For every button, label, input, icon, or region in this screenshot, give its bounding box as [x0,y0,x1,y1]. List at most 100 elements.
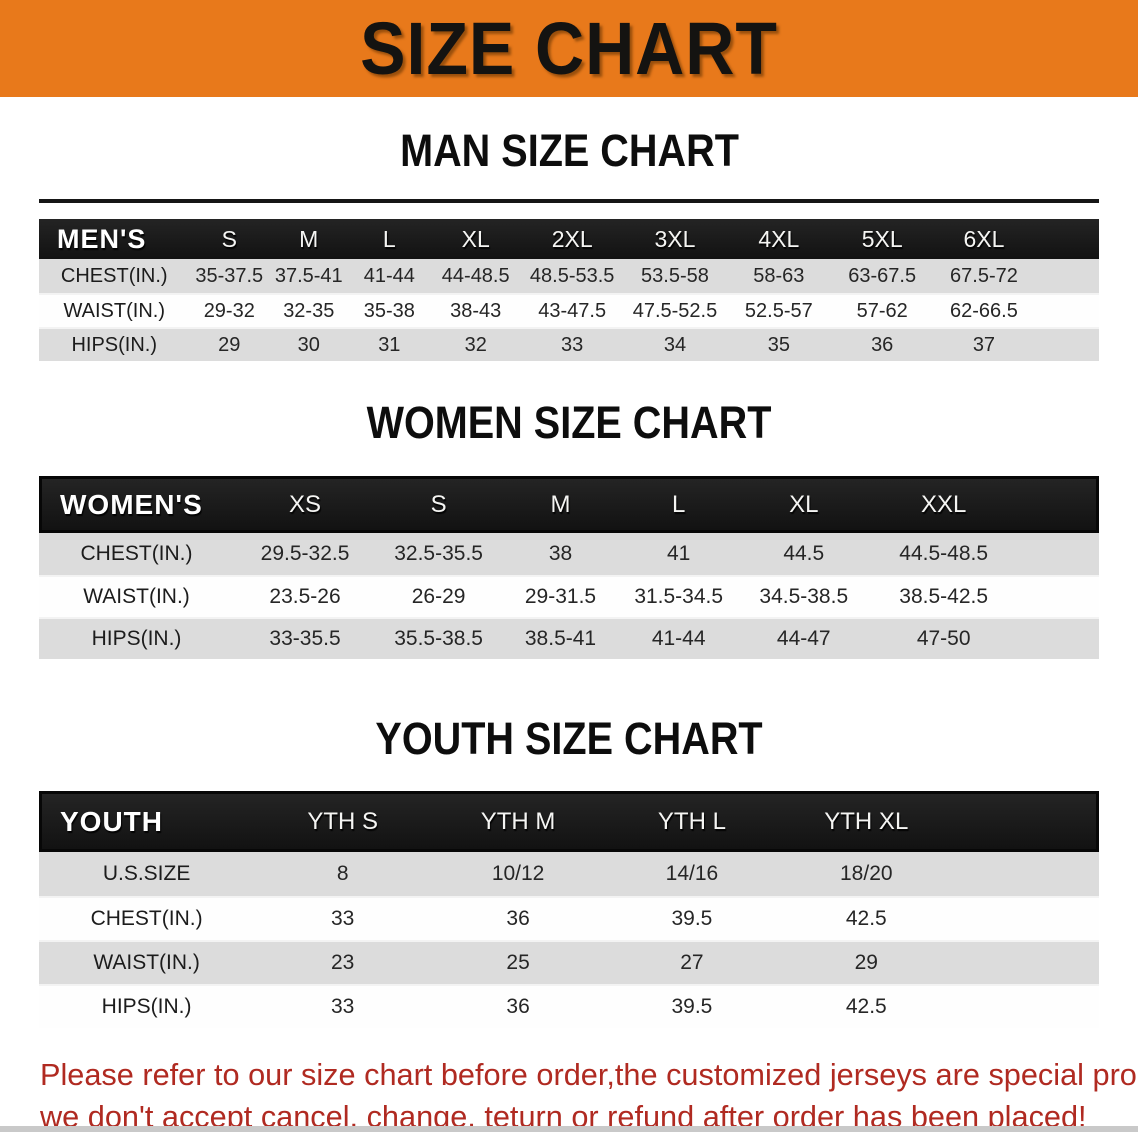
table-header-row: YOUTH YTH S YTH M YTH L YTH XL [39,791,1099,852]
size-cell: 31 [348,327,431,361]
size-cell: 35.5-38.5 [376,617,502,659]
size-cell: 41-44 [348,259,431,293]
size-cell: 44-48.5 [430,259,522,293]
size-cell: 38.5-42.5 [870,575,1018,617]
chart-section: MAN SIZE CHART MEN'S S M L XL 2XL 3XL 4XL 5XL 6XL C… [0,125,1138,361]
row-label: WAIST(IN.) [39,575,235,617]
column-header: 2XL [521,219,624,259]
size-cell: 36 [431,984,606,1028]
table-row: U.S.SIZE 8 10/12 14/16 18/20 [39,852,1099,896]
size-cell: 29 [189,327,270,361]
column-header: 4XL [726,219,831,259]
size-cell: 41-44 [619,617,738,659]
row-label: CHEST(IN.) [39,896,255,940]
size-cell: 35-38 [348,293,431,327]
size-cell: 32-35 [269,293,349,327]
table-row: HIPS(IN.) 33 36 39.5 42.5 [39,984,1099,1028]
size-cell: 62-66.5 [933,293,1035,327]
size-cell: 33 [254,896,432,940]
column-header: L [619,476,738,533]
size-table: MEN'S S M L XL 2XL 3XL 4XL 5XL 6XL CHEST(IN.) 35-37… [39,219,1099,361]
row-label: WAIST(IN.) [39,940,255,984]
size-cell: 44.5 [737,533,871,575]
column-header: XS [234,476,377,533]
spacer-cell [1034,293,1099,327]
table-header-row: MEN'S S M L XL 2XL 3XL 4XL 5XL 6XL [39,219,1099,259]
size-cell: 57-62 [830,293,934,327]
size-table: YOUTH YTH S YTH M YTH L YTH XL U.S.SIZE 8 10/12… [39,791,1099,1028]
disclaimer-line1: Please refer to our size chart before or… [40,1057,1138,1092]
spacer-cell [1034,327,1099,361]
column-header: 6XL [933,219,1035,259]
row-label: HIPS(IN.) [39,617,235,659]
size-cell: 36 [830,327,934,361]
table-row: WAIST(IN.) 23.5-26 26-29 29-31.5 31.5-34.5 34… [39,575,1099,617]
size-cell: 33 [254,984,432,1028]
table-row: WAIST(IN.) 23 25 27 29 [39,940,1099,984]
size-cell: 38-43 [430,293,522,327]
column-header: L [348,219,431,259]
table-header-label: YOUTH [39,791,255,852]
section-heading: MAN SIZE CHART [0,125,1138,177]
spacer-cell [1034,219,1099,259]
size-cell: 36 [431,896,606,940]
column-header: YTH XL [778,791,954,852]
row-label: HIPS(IN.) [39,984,255,1028]
row-label: WAIST(IN.) [39,293,190,327]
size-cell: 38 [501,533,620,575]
section-heading: WOMEN SIZE CHART [0,397,1138,449]
column-header: YTH M [431,791,606,852]
size-cell: 35-37.5 [189,259,270,293]
table-header-label: MEN'S [39,219,190,259]
size-cell: 35 [726,327,831,361]
size-cell: 44.5-48.5 [870,533,1018,575]
spacer-cell [1017,617,1099,659]
disclaimer: Please refer to our size chart before or… [40,1054,1138,1132]
size-cell: 39.5 [605,984,779,1028]
size-cell: 42.5 [778,896,954,940]
size-cell: 43-47.5 [521,293,624,327]
table-row: CHEST(IN.) 35-37.5 37.5-41 41-44 44-48.5 48.5… [39,259,1099,293]
size-cell: 10/12 [431,852,606,896]
bottom-strip [0,1126,1138,1132]
size-cell: 29-31.5 [501,575,620,617]
size-cell: 27 [605,940,779,984]
section-heading-text: MAN SIZE CHART [399,125,739,176]
table-top-rule [39,199,1099,203]
size-cell: 32.5-35.5 [376,533,502,575]
spacer-cell [953,940,1099,984]
spacer-cell [953,896,1099,940]
column-header: XL [430,219,522,259]
size-cell: 52.5-57 [726,293,831,327]
size-cell: 39.5 [605,896,779,940]
size-cell: 47-50 [870,617,1018,659]
size-cell: 63-67.5 [830,259,934,293]
table-header-label: WOMEN'S [39,476,235,533]
section-heading-text: YOUTH SIZE CHART [375,713,763,764]
size-cell: 33 [521,327,624,361]
row-label: CHEST(IN.) [39,533,235,575]
column-header: 3XL [623,219,727,259]
section-heading: YOUTH SIZE CHART [0,713,1138,765]
charts-container: MAN SIZE CHART MEN'S S M L XL 2XL 3XL 4XL 5XL 6XL C… [0,125,1138,1028]
spacer-cell [1034,259,1099,293]
size-cell: 42.5 [778,984,954,1028]
size-cell: 25 [431,940,606,984]
spacer-cell [1017,476,1099,533]
size-cell: 44-47 [737,617,871,659]
table-row: CHEST(IN.) 29.5-32.5 32.5-35.5 38 41 44.5 44.5… [39,533,1099,575]
spacer-cell [1017,533,1099,575]
size-cell: 29-32 [189,293,270,327]
table-row: HIPS(IN.) 29 30 31 32 33 34 35 36 37 [39,327,1099,361]
row-label: HIPS(IN.) [39,327,190,361]
banner: SIZE CHART [0,0,1138,97]
size-cell: 41 [619,533,738,575]
size-cell: 30 [269,327,349,361]
size-cell: 23 [254,940,432,984]
size-cell: 58-63 [726,259,831,293]
size-cell: 32 [430,327,522,361]
spacer-cell [1017,575,1099,617]
column-header: XXL [870,476,1018,533]
size-cell: 38.5-41 [501,617,620,659]
